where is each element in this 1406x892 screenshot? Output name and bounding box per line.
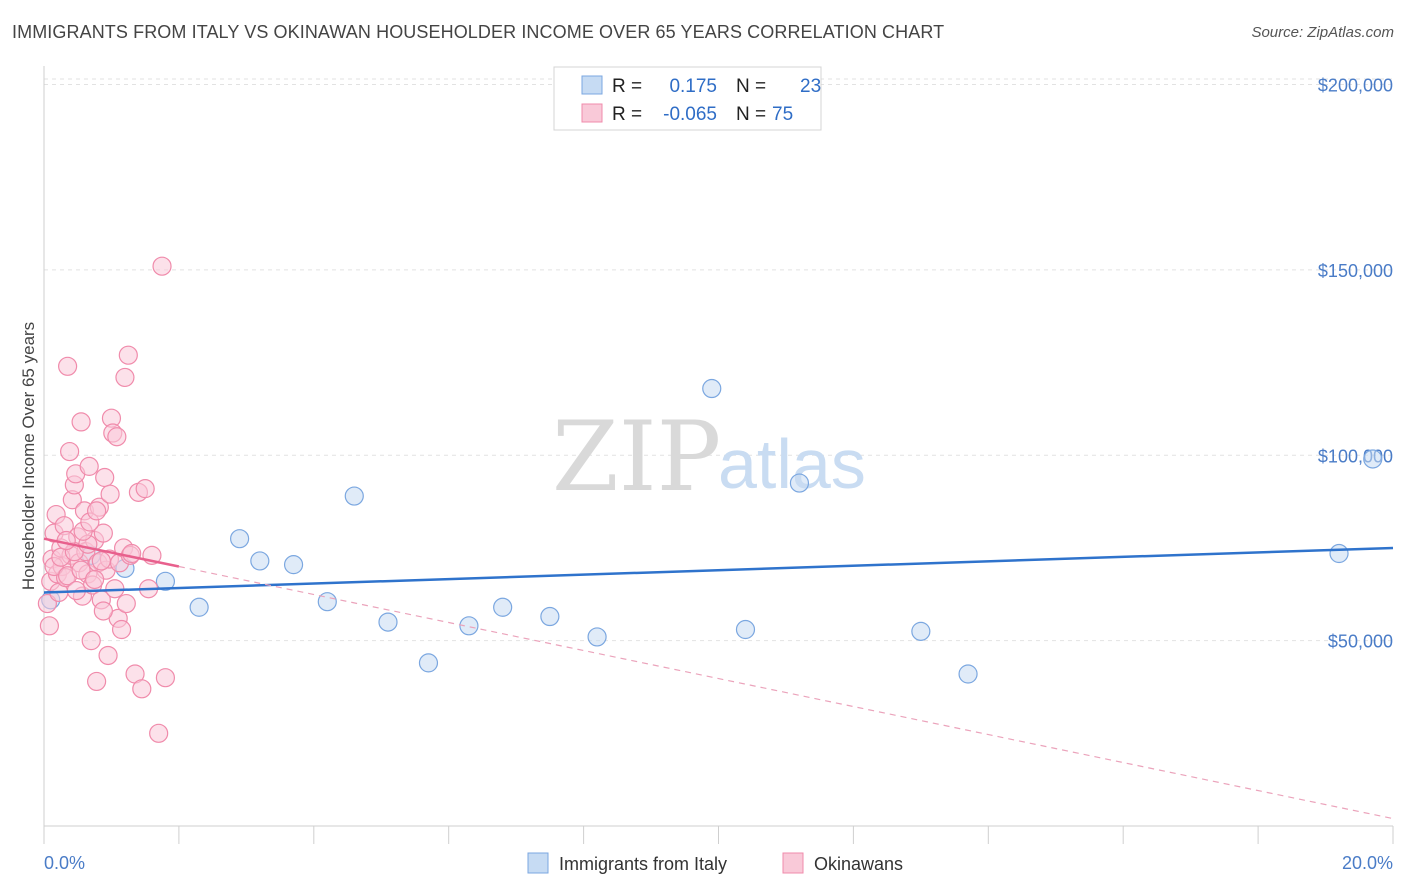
legend-r-value-okinawans: -0.065 — [663, 104, 717, 125]
italy-point-17 — [735, 619, 756, 640]
series-label-italy: Immigrants from Italy — [559, 854, 727, 874]
okinawan-point-50 — [122, 543, 142, 564]
italy-point-21 — [1329, 543, 1349, 564]
italy-point-18 — [789, 473, 810, 493]
italy-point-10 — [378, 612, 398, 632]
italy-point-4 — [189, 597, 209, 617]
chart-title: IMMIGRANTS FROM ITALY VS OKINAWAN HOUSEH… — [12, 22, 945, 42]
okinawan-point-12 — [58, 356, 78, 376]
okinawan-point-34 — [95, 467, 115, 488]
okinawan-trend-extension — [178, 565, 1394, 820]
okinawan-point-68 — [56, 530, 76, 551]
legend-r-value-italy: 0.175 — [669, 76, 717, 97]
okinawan-point-33 — [93, 523, 113, 543]
okinawan-point-46 — [115, 367, 135, 388]
legend-n-value-okinawans: 75 — [772, 104, 793, 125]
italy-point-12 — [459, 616, 479, 636]
italy-point-9 — [344, 486, 364, 506]
x-tick-label-left: 0.0% — [44, 853, 85, 873]
watermark-zip: ZIP — [552, 401, 721, 513]
axes — [43, 66, 1394, 844]
okinawan-point-48 — [118, 345, 138, 365]
italy-point-3 — [155, 571, 176, 591]
okinawan-point-67 — [91, 551, 111, 571]
okinawan-point-73 — [93, 601, 113, 621]
source-label: Source: ZipAtlas.com — [1251, 24, 1394, 41]
okinawan-point-64 — [71, 560, 91, 580]
okinawan-point-25 — [79, 456, 99, 476]
data-points — [37, 256, 1383, 743]
okinawan-point-74 — [100, 484, 120, 504]
italy-point-14 — [540, 606, 560, 627]
legend-r-label-okinawans: R = — [612, 104, 642, 125]
x-tick-label-right: 20.0% — [1342, 853, 1393, 873]
series-label-okinawans: Okinawans — [814, 854, 903, 874]
watermark-atlas: atlas — [718, 425, 866, 503]
y-tick-label-3: $200,000 — [1318, 76, 1393, 96]
y-tick-label-0: $50,000 — [1328, 632, 1393, 652]
italy-point-8 — [317, 592, 337, 612]
legend-n-value-italy: 23 — [800, 76, 821, 97]
italy-point-11 — [418, 653, 439, 673]
series-swatch-italy — [527, 852, 549, 874]
stats-legend: R = 0.175 N = 23 R = -0.065 N = 75 — [553, 66, 822, 131]
italy-point-16 — [702, 378, 722, 399]
italy-point-5 — [230, 529, 250, 549]
okinawan-point-20 — [71, 412, 91, 432]
y-axis-label: Householder Income Over 65 years — [19, 322, 38, 590]
italy-point-6 — [250, 551, 270, 571]
okinawan-point-26 — [81, 631, 101, 651]
okinawan-point-59 — [155, 668, 176, 688]
okinawan-point-66 — [84, 569, 105, 590]
okinawan-point-47 — [116, 593, 136, 614]
gridlines — [44, 78, 1393, 642]
okinawan-point-41 — [107, 427, 127, 447]
italy-point-15 — [587, 627, 607, 647]
y-tick-labels: $50,000$100,000$150,000$200,000 — [1318, 76, 1393, 652]
italy-point-19 — [911, 621, 931, 641]
italy-point-13 — [493, 597, 513, 617]
legend-swatch-italy — [581, 75, 603, 95]
italy-point-22 — [1363, 449, 1383, 469]
okinawan-point-72 — [87, 501, 107, 521]
italy-trend-line — [43, 546, 1394, 594]
okinawan-point-44 — [111, 619, 132, 640]
okinawan-trend-line — [43, 537, 180, 568]
okinawan-point-29 — [87, 671, 107, 692]
legend-swatch-okinawans — [581, 103, 603, 123]
italy-point-7 — [283, 555, 304, 575]
okinawan-point-54 — [135, 479, 155, 499]
okinawan-point-1 — [39, 616, 59, 636]
okinawan-point-53 — [132, 679, 152, 699]
legend-r-label-italy: R = — [612, 76, 642, 97]
okinawan-point-13 — [60, 441, 80, 462]
series-swatch-okinawans — [782, 852, 804, 874]
italy-point-20 — [958, 664, 978, 684]
series-legend: Immigrants from Italy Okinawans — [527, 852, 903, 874]
legend-n-label-okinawans: N = — [736, 104, 766, 125]
legend-n-label-italy: N = — [736, 76, 766, 97]
okinawan-point-36 — [98, 645, 118, 666]
y-tick-label-2: $150,000 — [1318, 261, 1393, 281]
trend-lines — [43, 537, 1394, 820]
okinawan-point-57 — [149, 723, 169, 743]
okinawan-point-58 — [152, 256, 172, 276]
okinawan-point-0 — [37, 593, 57, 614]
